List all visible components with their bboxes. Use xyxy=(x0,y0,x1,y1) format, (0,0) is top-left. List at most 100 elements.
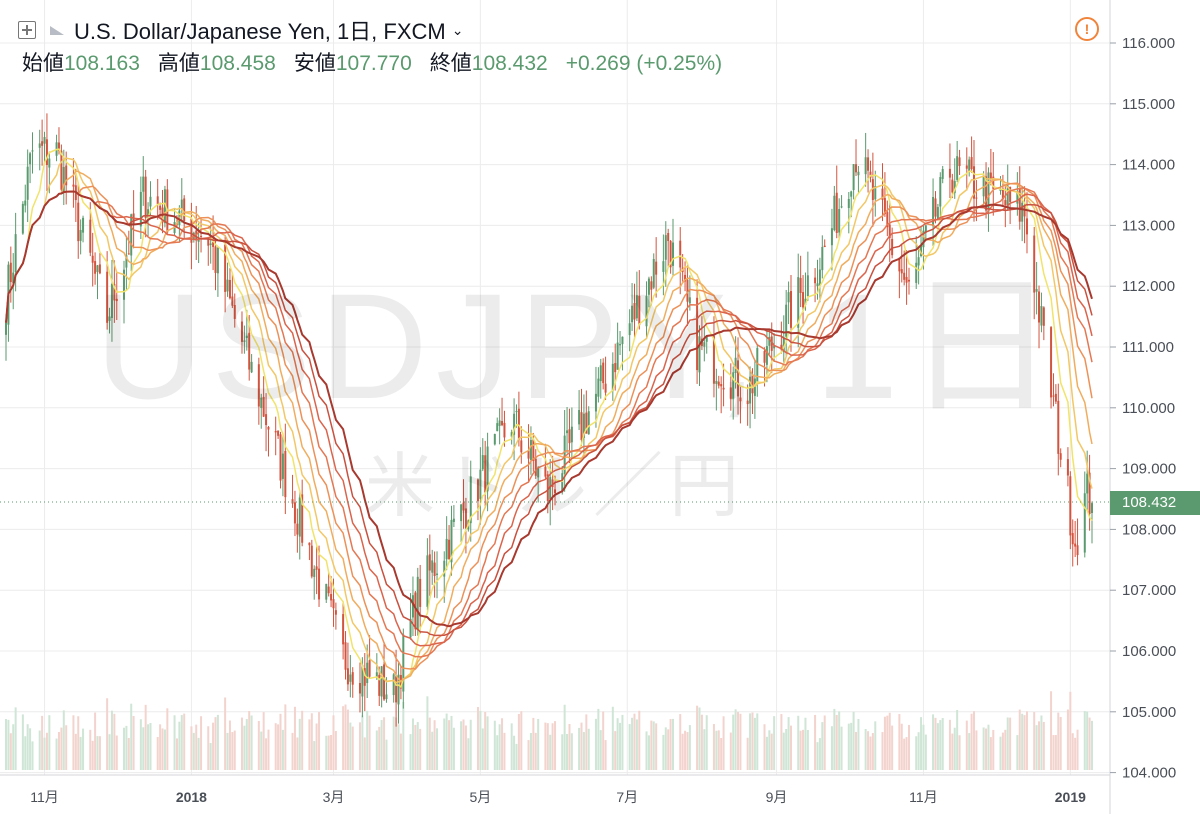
candle xyxy=(426,555,429,607)
candle xyxy=(368,660,371,677)
candle xyxy=(594,393,597,412)
candle xyxy=(57,142,60,151)
volume-bar xyxy=(638,710,641,770)
candle xyxy=(924,225,927,233)
high-label: 高値 xyxy=(157,52,200,75)
expand-icon[interactable] xyxy=(18,21,36,39)
moving-average-ribbon xyxy=(5,148,1093,689)
candle xyxy=(802,292,805,308)
chevron-down-icon[interactable]: ⌄ xyxy=(451,21,464,38)
volume-bar xyxy=(72,715,75,770)
volume-bar xyxy=(426,696,429,770)
volume-bar xyxy=(397,724,400,770)
candle xyxy=(570,426,573,443)
volume-bar xyxy=(881,732,884,770)
volume-bar xyxy=(108,734,111,770)
candle xyxy=(888,224,891,238)
volume-bar xyxy=(7,719,10,770)
candle xyxy=(932,197,935,227)
volume-bar xyxy=(467,738,470,770)
candle xyxy=(1038,291,1041,323)
warning-icon[interactable]: ! xyxy=(1075,17,1099,41)
volume-bar xyxy=(496,735,499,770)
candle xyxy=(578,409,581,425)
candle xyxy=(989,172,992,180)
volume-bar xyxy=(864,728,867,770)
volume-bar xyxy=(464,725,467,770)
candle xyxy=(922,230,925,248)
y-tick-label: 104.000 xyxy=(1122,765,1176,782)
volume-bar xyxy=(462,719,465,770)
candle xyxy=(722,387,725,390)
volume-bar xyxy=(732,714,735,770)
volume-bar xyxy=(233,730,236,770)
volume-bar xyxy=(411,718,414,770)
candle xyxy=(110,283,113,319)
volume-bar xyxy=(498,724,501,770)
candle xyxy=(1001,188,1004,200)
volume-bar xyxy=(631,717,634,770)
volume-bar xyxy=(900,723,903,770)
candle xyxy=(332,599,335,609)
candle xyxy=(970,157,973,170)
candle xyxy=(833,195,836,231)
volume-bar xyxy=(448,720,451,770)
volume-bar xyxy=(561,734,564,770)
volume-bar xyxy=(806,729,809,770)
volume-bar xyxy=(770,733,773,770)
candle xyxy=(469,476,472,524)
volume-bar xyxy=(835,715,838,770)
volume-bar xyxy=(580,722,583,770)
volume-bar xyxy=(293,706,296,770)
volume-bar xyxy=(871,733,874,770)
volume-bar xyxy=(869,736,872,770)
volume-bar xyxy=(554,721,557,770)
volume-bar xyxy=(428,717,431,770)
candle xyxy=(1009,186,1012,202)
candle xyxy=(582,413,585,438)
candle xyxy=(698,336,701,373)
volume-bar xyxy=(192,732,195,770)
candle xyxy=(753,378,756,396)
volume-bar xyxy=(888,712,891,770)
volume-bar xyxy=(207,726,210,770)
candle xyxy=(310,545,313,577)
volume-bar xyxy=(212,722,215,770)
volume-bar xyxy=(549,734,552,770)
candle xyxy=(349,674,352,682)
volume-bar xyxy=(787,717,790,770)
candle xyxy=(291,499,294,504)
candle xyxy=(501,421,504,426)
candle xyxy=(850,191,853,197)
volume-bar xyxy=(378,726,381,770)
candle xyxy=(688,297,691,304)
candle xyxy=(751,374,754,394)
volume-bar xyxy=(332,715,335,770)
candle xyxy=(260,397,263,408)
volume-bar xyxy=(705,715,708,770)
volume-bar xyxy=(361,715,364,770)
volume-bar xyxy=(968,733,971,770)
candle xyxy=(262,396,265,417)
volume-bar xyxy=(399,733,402,770)
candle xyxy=(91,255,94,263)
candle xyxy=(180,199,183,210)
symbol-title[interactable]: U.S. Dollar/Japanese Yen, 1日, FXCM xyxy=(74,19,446,44)
candle xyxy=(729,387,732,400)
volume-bar xyxy=(96,736,99,770)
volume-bar xyxy=(94,712,97,770)
volume-bar xyxy=(821,722,824,770)
volume-bar xyxy=(802,729,805,770)
volume-bar xyxy=(999,736,1002,770)
candle xyxy=(638,295,641,326)
candle xyxy=(513,413,516,435)
candle xyxy=(21,203,24,234)
candle xyxy=(797,277,800,328)
candle xyxy=(481,455,484,470)
volume-bar xyxy=(594,718,597,770)
candle xyxy=(871,179,874,201)
volume-bar xyxy=(614,731,617,770)
candle xyxy=(705,335,708,342)
volume-bar xyxy=(1076,729,1079,770)
